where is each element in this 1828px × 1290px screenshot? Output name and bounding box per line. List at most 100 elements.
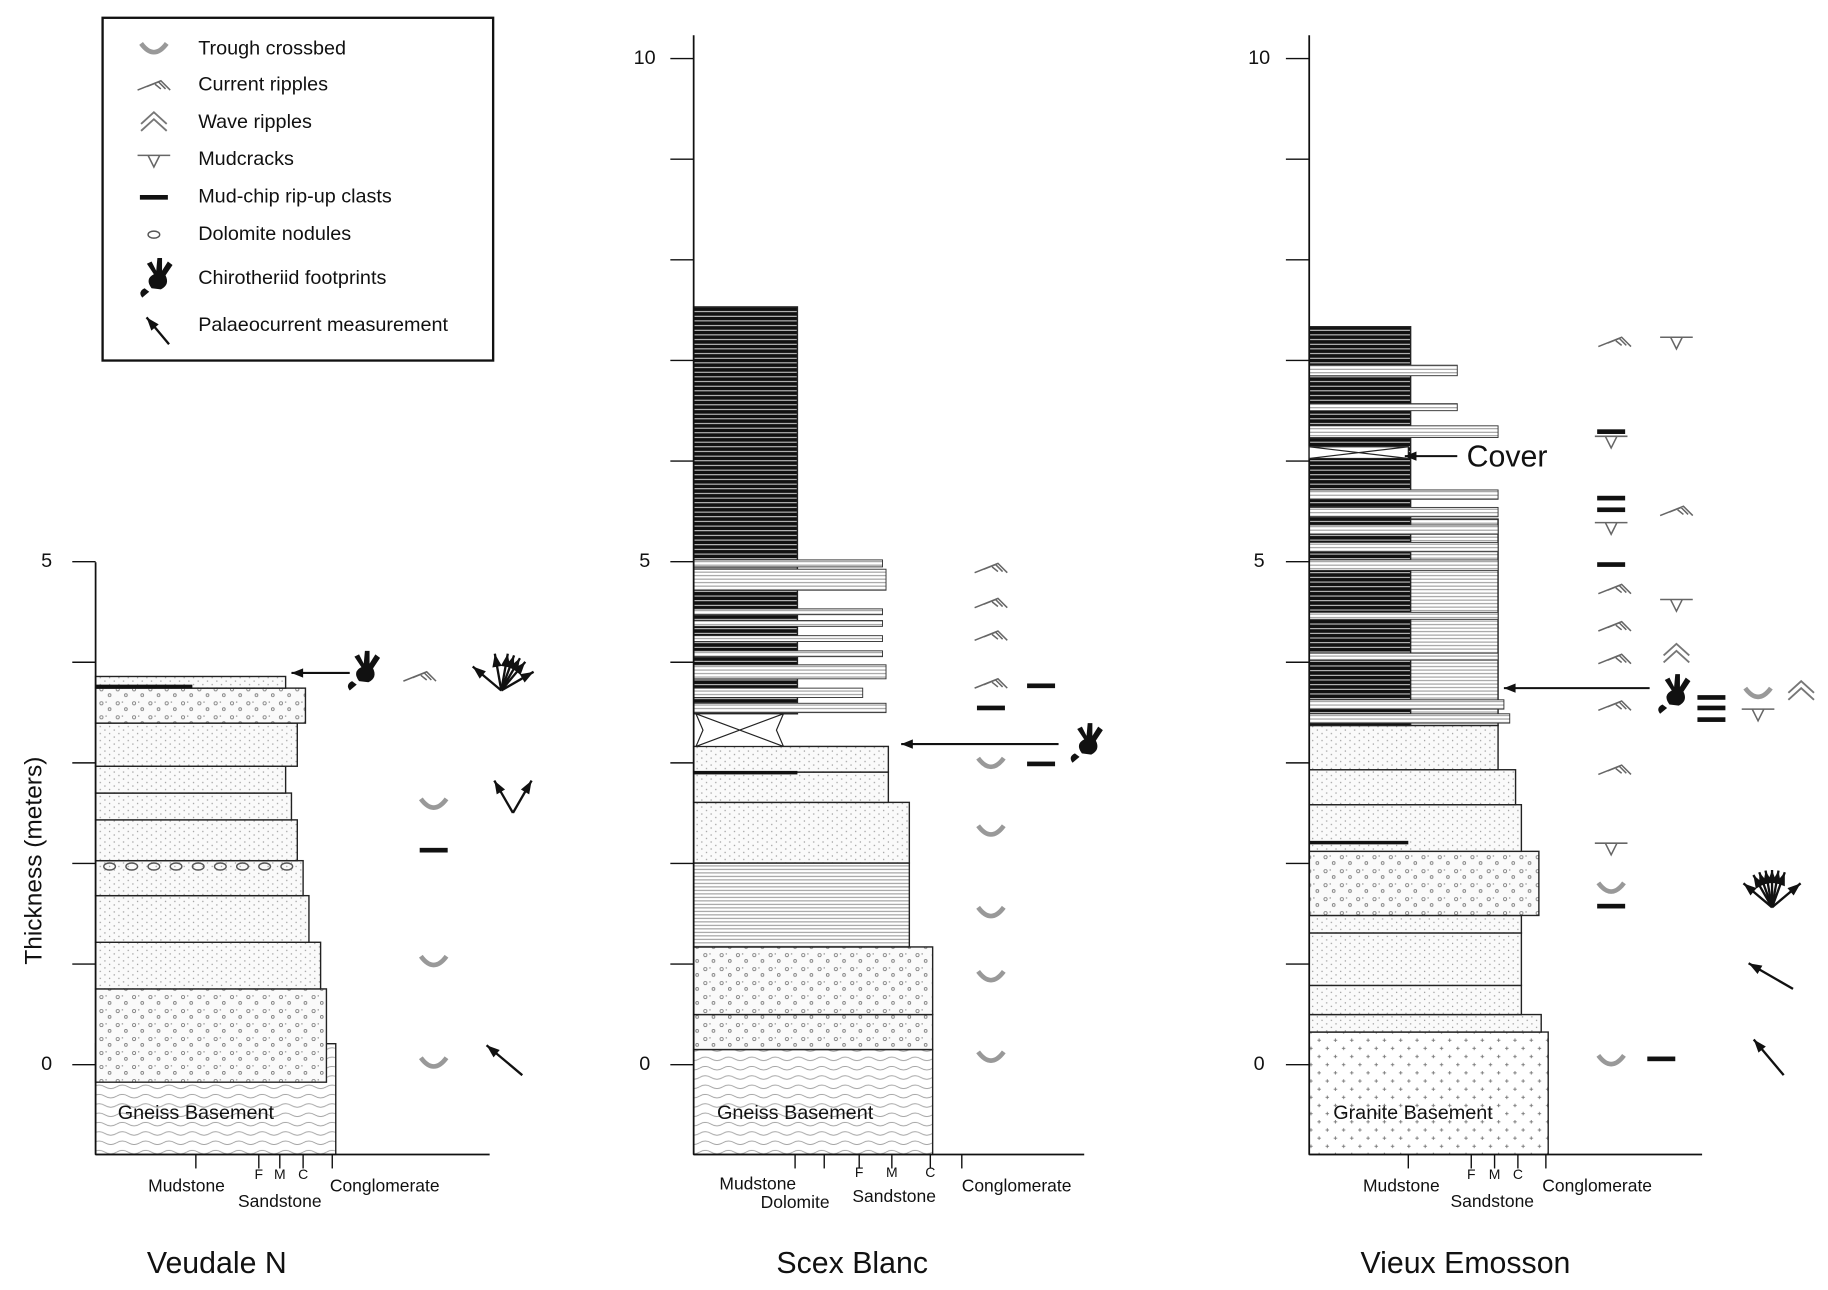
dolomite-nodule xyxy=(147,862,161,871)
sand-bed xyxy=(1308,425,1499,438)
sand-bed xyxy=(1308,541,1499,553)
bed xyxy=(1308,724,1499,771)
mud-chip xyxy=(1697,717,1726,722)
trough-crossbed xyxy=(976,824,1006,837)
footprint xyxy=(146,257,173,290)
legend-label: Mudcracks xyxy=(198,148,294,170)
tick-label: 5 xyxy=(1254,550,1265,572)
cover-label: Cover xyxy=(1467,440,1548,473)
bed xyxy=(1308,850,1540,917)
sand-bed xyxy=(693,650,883,658)
mud-chip xyxy=(1597,495,1626,501)
sand-bed xyxy=(693,635,883,642)
sand-bed xyxy=(693,608,883,616)
mud-chip xyxy=(1597,562,1626,567)
arrow-head xyxy=(513,661,526,676)
pointer-head xyxy=(1404,451,1417,461)
sand-bed xyxy=(693,702,887,714)
dolomite-nodule xyxy=(169,862,183,871)
basement-label: Granite Basement xyxy=(1333,1102,1493,1124)
sand-bed xyxy=(1308,506,1499,518)
section-name: Vieux Emosson xyxy=(1360,1247,1570,1280)
mud-chip xyxy=(1647,1056,1676,1062)
current-ripple xyxy=(1598,583,1632,595)
sand-bed xyxy=(693,568,887,591)
bed xyxy=(692,862,911,948)
bed xyxy=(94,988,328,1083)
current-ripple xyxy=(1598,700,1632,711)
bed xyxy=(1308,984,1523,1016)
basement-label: Gneiss Basement xyxy=(118,1102,275,1124)
mud-chip xyxy=(1027,683,1056,689)
grain-letter: M xyxy=(886,1164,898,1180)
bed xyxy=(94,859,304,897)
current-ripple xyxy=(403,670,437,682)
cover-box xyxy=(695,713,785,748)
grain-letter: C xyxy=(925,1164,935,1180)
tick-label: 5 xyxy=(41,550,52,572)
legend-label: Dolomite nodules xyxy=(198,223,351,245)
bed xyxy=(1308,769,1517,806)
grain-label: Conglomerate xyxy=(330,1176,440,1196)
grain-label: Mudstone xyxy=(148,1176,225,1196)
arrow-head xyxy=(519,671,534,683)
sand-bed xyxy=(1308,699,1505,710)
trough-crossbed xyxy=(976,1050,1006,1063)
grain-letter: C xyxy=(298,1166,308,1182)
tick-label: 0 xyxy=(639,1053,650,1075)
dolomite-nodule xyxy=(235,862,250,871)
sand-bed xyxy=(1308,713,1511,724)
wave-ripple xyxy=(1787,679,1815,701)
legend-label: Palaeocurrent measurement xyxy=(198,314,448,336)
trough-crossbed xyxy=(418,1056,449,1069)
footprint xyxy=(1077,723,1103,755)
mud-chip xyxy=(1597,507,1626,513)
trough-crossbed xyxy=(418,797,449,810)
mud-chip xyxy=(1597,429,1626,434)
mud-chip xyxy=(419,847,448,853)
grain-label: Conglomerate xyxy=(962,1176,1072,1196)
bed xyxy=(94,722,298,767)
trough-crossbed xyxy=(1743,686,1773,700)
trough-crossbed xyxy=(418,954,449,968)
pointer-head xyxy=(901,739,913,749)
sand-bed xyxy=(693,559,883,568)
arrow-head xyxy=(1753,1039,1766,1053)
bed xyxy=(94,894,310,943)
current-ripple xyxy=(1598,620,1632,632)
mudcrack xyxy=(1594,842,1628,857)
mud-chip xyxy=(1697,695,1726,700)
mud-chip-bed xyxy=(693,770,798,775)
pointer-head xyxy=(1503,683,1516,693)
dolomite-nodule xyxy=(191,862,205,871)
sand-bed xyxy=(1308,489,1499,500)
section-name: Scex Blanc xyxy=(776,1247,928,1280)
mud-chip xyxy=(1027,761,1056,767)
grain-label: Conglomerate xyxy=(1542,1176,1652,1196)
current-ripple xyxy=(974,630,1008,642)
bed xyxy=(692,1048,934,1156)
grain-label: Sandstone xyxy=(238,1191,322,1211)
bed xyxy=(692,745,890,773)
arrow-head xyxy=(520,780,532,795)
wave-ripple xyxy=(1662,642,1690,664)
current-ripple xyxy=(1598,653,1632,665)
arrow-head xyxy=(146,317,159,331)
current-ripple xyxy=(1598,336,1632,348)
dolomite-nodule xyxy=(258,862,272,871)
sand-bed xyxy=(1308,524,1499,535)
dolomite-nodule xyxy=(147,230,161,239)
grain-label: Dolomite xyxy=(761,1192,830,1212)
bed xyxy=(1308,1013,1542,1033)
grain-letter: C xyxy=(1513,1166,1523,1182)
dolomite-nodule xyxy=(125,862,139,871)
footprint xyxy=(1664,674,1691,706)
dolomite-nodule xyxy=(213,862,227,871)
current-ripple xyxy=(1659,505,1694,517)
dolomite-nodule xyxy=(103,862,117,871)
grain-label: Sandstone xyxy=(852,1186,936,1206)
mud-chip xyxy=(1697,705,1726,711)
current-ripple xyxy=(1598,764,1632,776)
bed xyxy=(94,765,287,794)
